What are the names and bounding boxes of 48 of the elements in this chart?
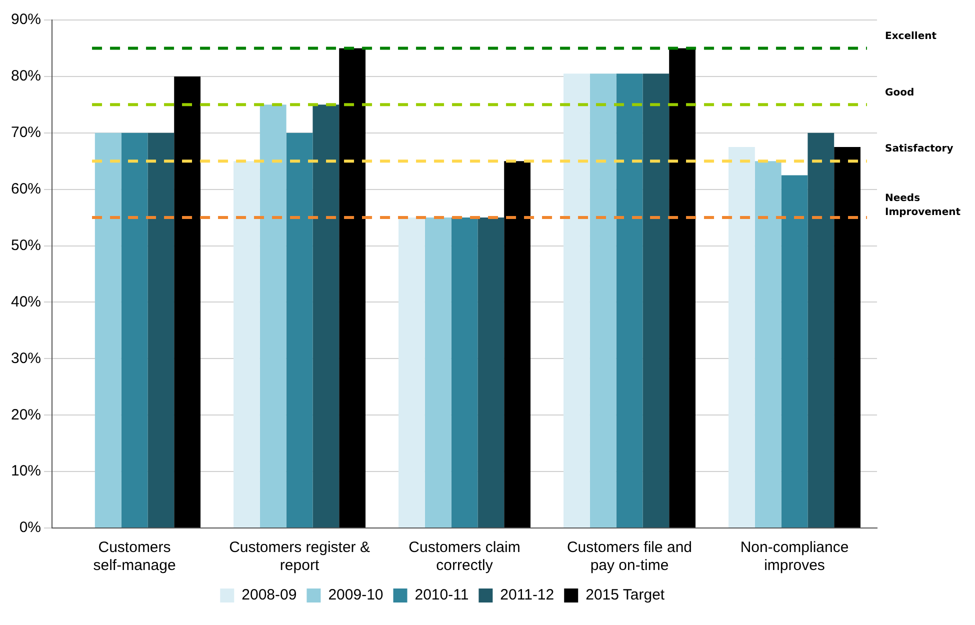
x-tick-label: Customers register & report: [229, 539, 370, 574]
x-tick-label: Customers file and pay on-time: [566, 539, 692, 574]
y-tick-label: 90%: [10, 11, 42, 28]
bar: [286, 132, 313, 528]
bar: [260, 104, 286, 528]
bar: [121, 132, 148, 528]
y-tick-label: 0%: [19, 519, 42, 536]
bar: [754, 161, 782, 528]
bar: [728, 147, 755, 528]
legend-label: 2009-10: [328, 586, 384, 604]
y-tick-label: 60%: [10, 180, 42, 198]
bar: [564, 74, 590, 528]
legend-label: 2015 Target: [586, 586, 666, 604]
x-tick-label: Non-compliance improves: [740, 539, 849, 574]
bar: [339, 48, 366, 528]
bar: [642, 74, 670, 528]
y-tick-label: 80%: [10, 68, 42, 85]
bar: [781, 175, 808, 528]
bar: [834, 147, 860, 528]
y-tick-label: 20%: [10, 406, 42, 424]
x-tick-label: Customers claim correctly: [408, 539, 520, 574]
ref-line-label: Needs Improvement: [885, 193, 961, 218]
bar: [478, 218, 504, 528]
y-tick-label: 10%: [10, 462, 42, 480]
ref-line-label: Satisfactory: [885, 144, 954, 155]
bar: [148, 132, 174, 528]
bar: [808, 132, 834, 528]
bar: [398, 218, 425, 528]
bar: [451, 218, 478, 528]
bar: [234, 161, 260, 528]
y-tick-label: 40%: [10, 293, 42, 310]
bar: [669, 48, 696, 528]
ref-line-label: Excellent: [885, 30, 937, 42]
legend-label: 2008-09: [242, 586, 297, 604]
x-tick-label: Customers self-manage: [93, 539, 176, 574]
ref-line-label: Good: [885, 87, 914, 98]
bar: [424, 218, 452, 528]
bar: [312, 104, 340, 528]
bar: [616, 74, 643, 528]
y-tick-label: 70%: [10, 124, 42, 142]
bar: [94, 132, 122, 528]
y-tick-label: 50%: [10, 236, 42, 254]
bar: [504, 161, 531, 528]
legend-label: 2010-11: [414, 586, 469, 604]
y-tick-label: 30%: [10, 350, 42, 367]
legend-label: 2011-12: [500, 586, 554, 604]
bar: [174, 76, 201, 528]
bar: [590, 74, 616, 528]
